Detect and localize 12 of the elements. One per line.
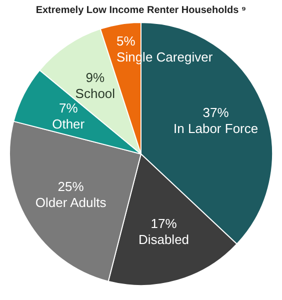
data-label: 5% <box>116 34 136 49</box>
slice-label: Older Adults <box>35 195 107 210</box>
chart-title: Extremely Low Income Renter Households ⁹ <box>36 4 246 16</box>
slice-label: In Labor Force <box>174 121 258 136</box>
data-label: 37% <box>202 105 230 120</box>
data-label: 9% <box>86 70 106 86</box>
slice-label: Other <box>52 116 86 132</box>
data-label: 17% <box>150 216 178 231</box>
slice-label: School <box>75 86 116 102</box>
slice-label: Disabled <box>138 232 190 247</box>
data-label: 7% <box>58 100 78 116</box>
data-label: 25% <box>58 179 84 194</box>
